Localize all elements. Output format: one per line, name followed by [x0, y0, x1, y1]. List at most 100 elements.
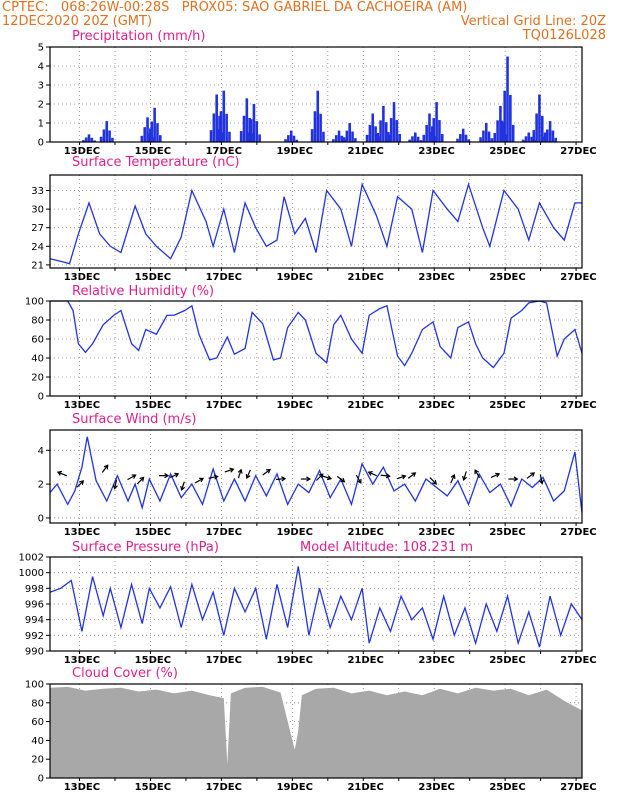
precip-bar: [419, 140, 423, 142]
pres-xtick-label: 21DEC: [347, 655, 383, 666]
precip-xtick-label: 23DEC: [418, 146, 454, 157]
temp-ytick-label: 21: [31, 260, 44, 271]
rh-title: Relative Humidity (%): [72, 284, 215, 299]
wind-vector: [237, 469, 242, 479]
wind-vector-head: [411, 472, 417, 477]
precip-bar: [376, 132, 380, 142]
precip-bar: [387, 132, 390, 142]
precip-bar: [159, 135, 162, 142]
precip-bar: [368, 124, 372, 142]
precip-bar: [143, 127, 146, 142]
precip-bar: [252, 104, 256, 142]
precip-bar: [395, 120, 399, 142]
precip-bar: [313, 111, 317, 142]
wind-vector: [315, 473, 324, 481]
wind-xtick-label: 23DEC: [418, 527, 454, 538]
precip-xtick-label: 13DEC: [64, 146, 100, 157]
precip-bar: [340, 135, 344, 142]
precip-frame: [49, 46, 583, 143]
precip-bar: [530, 136, 533, 142]
precip-bar: [551, 130, 555, 142]
wind-xtick-label: 17DEC: [206, 527, 242, 538]
station-header: CPTEC: 068:26W-00:28S PROX05: SAO GABRIE…: [2, 0, 468, 15]
precip-bar: [431, 126, 434, 142]
precip-bar: [467, 139, 471, 142]
precip-xtick-label: 15DEC: [135, 146, 171, 157]
wind-vector-head: [326, 475, 333, 481]
wind-vector: [246, 469, 251, 479]
cloud-area: [50, 686, 582, 778]
precip-bar: [310, 129, 314, 142]
cloud-xtick-label: 25DEC: [489, 782, 525, 793]
precip-bar: [209, 130, 213, 142]
wind-vector-head: [530, 472, 536, 477]
wind-vector-head: [281, 476, 287, 482]
precip-bar: [509, 94, 512, 142]
precip-bar: [105, 121, 109, 142]
precip-bar: [479, 137, 482, 142]
precip-bar: [500, 120, 504, 142]
precip-bar: [398, 134, 402, 142]
precip-bar: [429, 132, 433, 142]
precip-bar: [255, 121, 259, 142]
cloud-xtick-label: 17DEC: [206, 782, 242, 793]
rh-xtick-label: 23DEC: [418, 400, 454, 411]
wind-vector-head: [495, 472, 501, 478]
wind-vector-head: [198, 477, 205, 483]
precip-bar: [295, 139, 299, 142]
model-altitude: Model Altitude: 108.231 m: [300, 540, 474, 555]
precip-bar: [289, 130, 293, 142]
precip-bar: [379, 120, 382, 142]
wind-vector-head: [180, 485, 186, 491]
precip-bar: [316, 90, 320, 142]
temp-xtick-label: 17DEC: [206, 272, 242, 283]
rh-frame: [49, 300, 583, 397]
precip-bar: [322, 131, 325, 142]
cloud-ytick-label: 80: [31, 698, 44, 709]
wind-vector-head: [265, 468, 271, 474]
wind-vector: [224, 468, 234, 473]
wind-vector: [450, 474, 455, 484]
precip-bar: [87, 134, 91, 142]
precip-bar: [535, 113, 538, 142]
precip-bar: [435, 102, 438, 142]
precip-bar: [258, 134, 261, 142]
precip-bar: [219, 111, 223, 142]
rh-xtick-label: 21DEC: [347, 400, 383, 411]
wind-vector-head: [340, 477, 346, 483]
precip-bar: [102, 129, 106, 142]
precip-bar: [93, 140, 96, 142]
cloud-frame: [49, 683, 583, 779]
precip-bar: [225, 113, 228, 142]
wind-vector: [474, 469, 481, 479]
precip-bar: [337, 130, 341, 142]
precip-bar: [384, 122, 388, 142]
pres-xtick-label: 15DEC: [135, 655, 171, 666]
precip-bar: [416, 136, 420, 142]
pres-ytick-label: 990: [25, 647, 44, 658]
rh-ytick-label: 60: [31, 335, 44, 346]
wind-xtick-label: 19DEC: [277, 527, 313, 538]
wind-vector-head: [356, 478, 362, 484]
precip-bar: [332, 139, 335, 142]
pres-xtick-label: 13DEC: [64, 655, 100, 666]
precip-bar: [504, 134, 508, 142]
precip-bar: [538, 94, 541, 142]
precip-bar: [456, 138, 459, 142]
precip-bar: [245, 98, 249, 142]
pres-xtick-label: 19DEC: [277, 655, 313, 666]
pres-ytick-label: 1002: [19, 553, 44, 564]
precip-bar: [251, 133, 254, 142]
model-id: TQ0126L028: [522, 28, 606, 43]
precip-bar: [392, 102, 396, 142]
precip-bar: [246, 132, 250, 142]
wind-vector: [275, 477, 286, 481]
precip-bar: [459, 134, 462, 142]
precip-bar: [108, 130, 111, 142]
precip-bar: [147, 133, 151, 142]
wind-vector-head: [139, 476, 145, 482]
cloud-ytick-label: 20: [31, 755, 44, 766]
precip-bar: [503, 90, 506, 142]
rh-xtick-label: 25DEC: [489, 400, 525, 411]
precip-ytick-label: 4: [38, 62, 44, 73]
